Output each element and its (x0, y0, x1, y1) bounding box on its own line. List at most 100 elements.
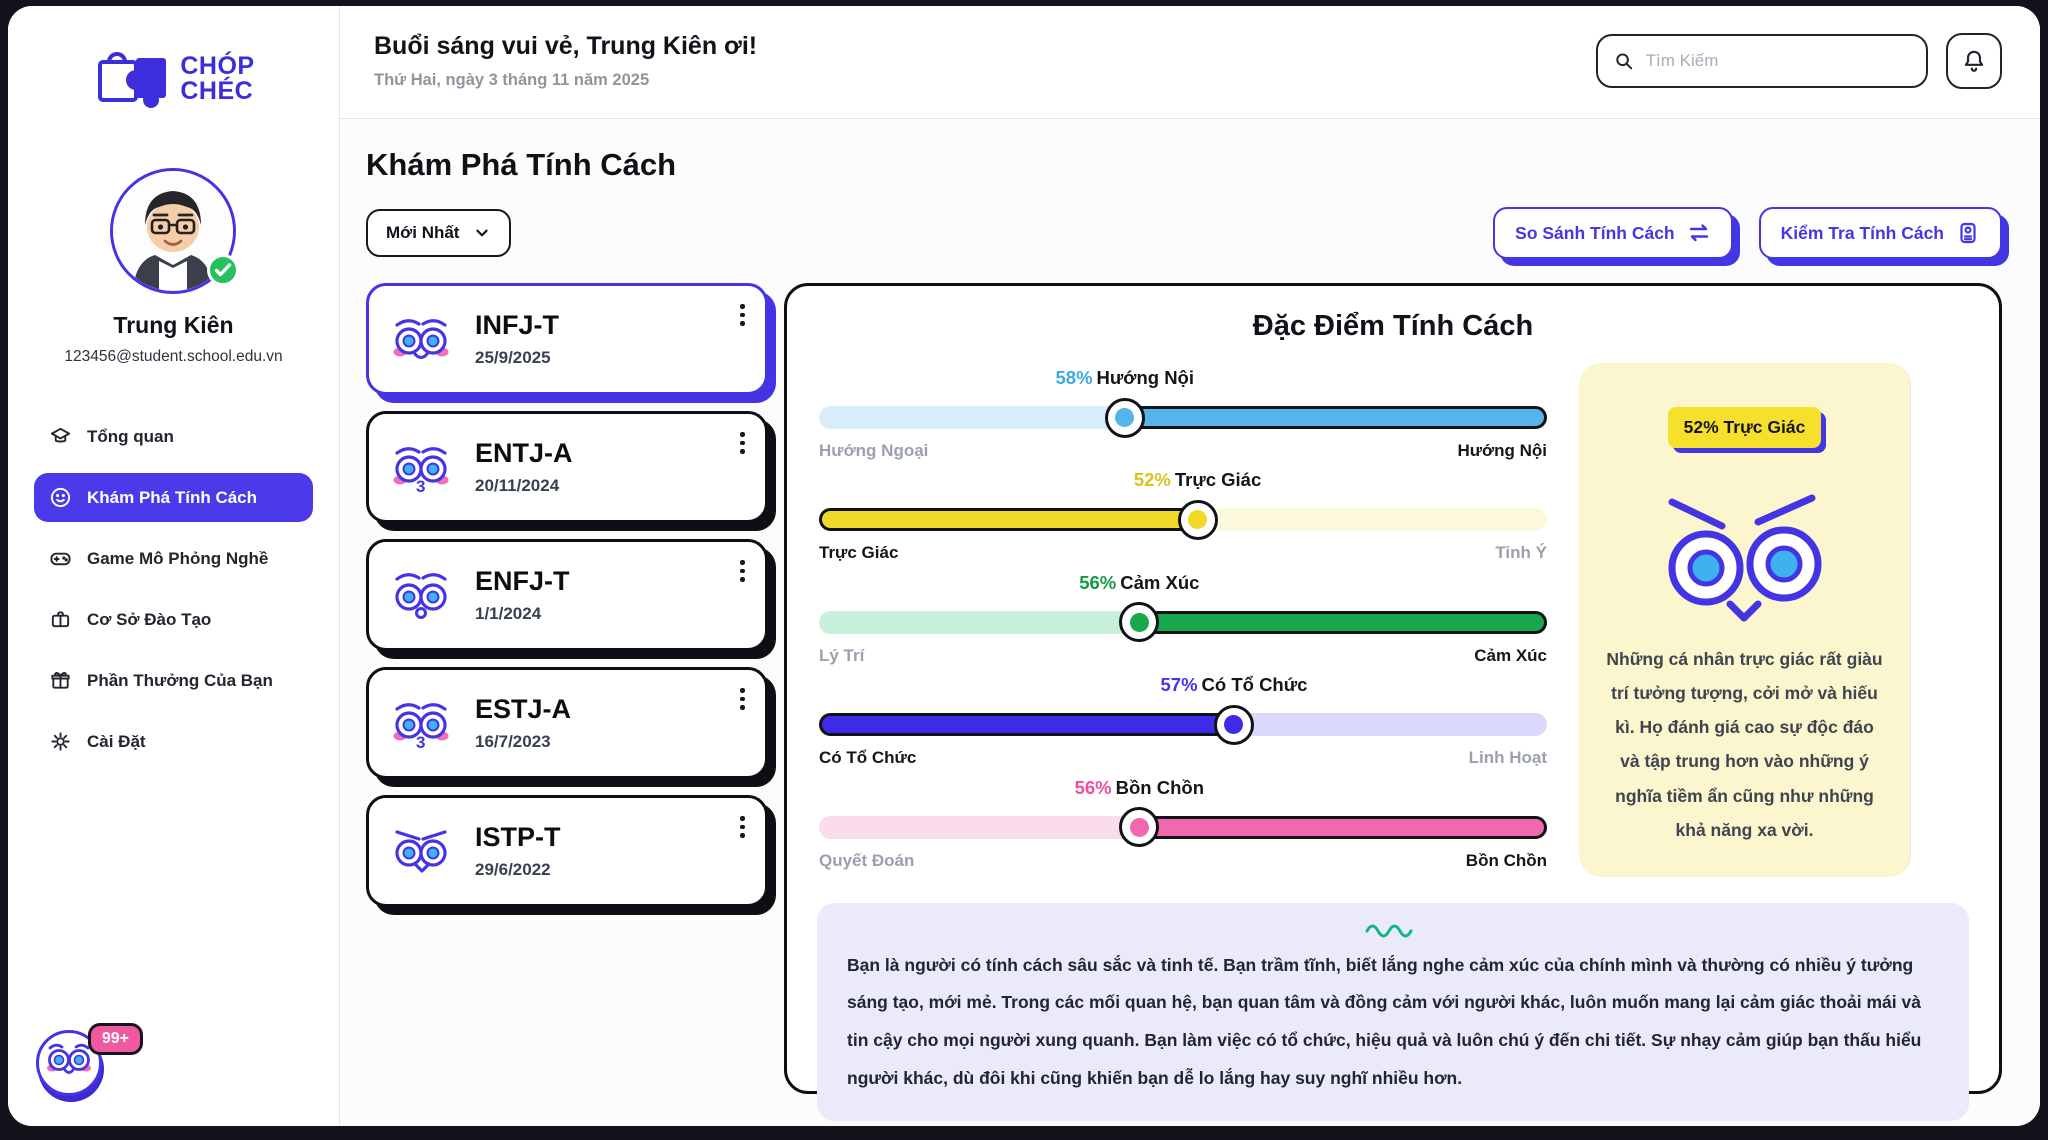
sidebar-item-label: Game Mô Phỏng Nghề (87, 548, 269, 568)
card-date: 16/7/2023 (475, 732, 551, 751)
personality-summary-box: Bạn là người có tính cách sâu sắc và tin… (817, 902, 1969, 1122)
personality-summary-text: Bạn là người có tính cách sâu sắc và tin… (847, 954, 1922, 1088)
sidebar-item-rewards[interactable]: Phần Thưởng Của Bạn (34, 656, 313, 705)
slider-track[interactable] (819, 499, 1547, 540)
search-input[interactable] (1645, 51, 1910, 71)
greeting: Buổi sáng vui vẻ, Trung Kiên ơi! (374, 32, 758, 60)
slider-track[interactable] (819, 397, 1547, 438)
smiley-icon (50, 487, 71, 508)
card-date: 20/11/2024 (475, 476, 560, 495)
sort-dropdown[interactable]: Mới Nhất (366, 209, 512, 257)
card-date: 25/9/2025 (475, 348, 551, 367)
test-card-icon (1960, 222, 1976, 244)
personality-card-infj[interactable]: INFJ-T 25/9/2025 (366, 283, 768, 395)
personality-card-enfj[interactable]: ENFJ-T 1/1/2024 (366, 539, 768, 651)
trait-percent: 56% (1074, 776, 1112, 798)
trait-name: Hướng Nội (1096, 367, 1194, 388)
trait-left-label: Lý Trí (819, 645, 865, 665)
trait-right-label: Cảm Xúc (1474, 645, 1547, 665)
slider-thumb[interactable] (1119, 602, 1160, 643)
trait-left-label: Trực Giác (819, 543, 899, 563)
trait-name: Cảm Xúc (1120, 571, 1200, 593)
sidebar-item-label: Tổng quan (87, 426, 174, 446)
user-email: 123456@student.school.edu.vn (64, 348, 283, 365)
notifications-button[interactable] (1946, 33, 2002, 89)
chevron-down-icon (476, 229, 489, 237)
card-title: ISTP-T (475, 822, 561, 852)
sidebar-item-personality[interactable]: Khám Phá Tính Cách (34, 473, 313, 522)
trait-left-label: Quyết Đoán (819, 850, 915, 870)
highlight-badge: 52% Trực Giác (1667, 407, 1822, 448)
card-title: INFJ-T (475, 310, 559, 340)
puzzle-logo-icon (98, 52, 167, 108)
card-menu-kebab-icon[interactable] (736, 684, 749, 714)
trait-name: Bồn Chồn (1115, 776, 1205, 798)
owl-face-icon: 3 (393, 703, 449, 751)
svg-text:3: 3 (416, 477, 425, 495)
app-window: CHÓP CHÉC (8, 6, 2040, 1126)
logo-text-line2: CHÉC (180, 77, 254, 105)
test-button-label: Kiểm Tra Tính Cách (1780, 222, 1944, 243)
trait-left-label: Có Tổ Chức (819, 748, 917, 768)
user-name: Trung Kiên (113, 312, 234, 338)
trait-slider-intuition: 52% Trực Giác Trực Giác Tinh Ý (819, 469, 1547, 563)
slider-track[interactable] (819, 807, 1547, 848)
highlight-description: Những cá nhân trực giác rất giàu trí tưở… (1606, 649, 1883, 840)
personality-card-estj[interactable]: 3 ESTJ-A 16/7/2023 (366, 667, 768, 779)
sidebar-item-label: Cài Đặt (87, 731, 146, 751)
trait-slider-turbulent: 56% Bồn Chồn Quyết Đoán Bồn Chồn (819, 777, 1547, 871)
slider-thumb[interactable] (1119, 807, 1160, 848)
slider-track[interactable] (819, 704, 1547, 745)
swap-arrows-icon (1689, 224, 1708, 242)
owl-face-icon (393, 319, 449, 360)
trait-right-label: Hướng Nội (1457, 441, 1547, 460)
gamepad-icon (50, 552, 71, 566)
bell-icon (1964, 50, 1984, 72)
card-date: 1/1/2024 (475, 604, 542, 623)
slider-thumb[interactable] (1104, 397, 1145, 438)
gift-icon (51, 671, 70, 689)
slider-thumb[interactable] (1213, 704, 1254, 745)
sidebar-item-settings[interactable]: Cài Đặt (34, 717, 313, 766)
search-box (1596, 34, 1928, 88)
sort-label: Mới Nhất (386, 223, 460, 242)
trait-name: Trực Giác (1174, 469, 1262, 491)
take-test-button[interactable]: Kiểm Tra Tính Cách (1758, 207, 2002, 259)
personality-card-entj[interactable]: 3 ENTJ-A 20/11/2024 (366, 411, 768, 523)
squiggle-icon (1365, 924, 1413, 938)
card-menu-kebab-icon[interactable] (736, 556, 749, 586)
user-profile: Trung Kiên 123456@student.school.edu.vn (64, 168, 283, 366)
compare-personality-button[interactable]: So Sánh Tính Cách (1493, 207, 1733, 259)
search-icon (1616, 53, 1633, 70)
trait-percent: 58% (1055, 367, 1093, 388)
sidebar-item-career-game[interactable]: Game Mô Phỏng Nghề (34, 534, 313, 583)
card-menu-kebab-icon[interactable] (736, 812, 749, 842)
sidebar-item-label: Cơ Sở Đào Tạo (87, 609, 212, 629)
trait-percent: 52% (1133, 469, 1171, 491)
personality-card-istp[interactable]: ISTP-T 29/6/2022 (366, 795, 768, 907)
trait-slider-feeling: 56% Cảm Xúc Lý Trí Cảm Xúc (819, 572, 1547, 666)
panel-title: Đặc Điểm Tính Cách (1252, 310, 1534, 342)
slider-track[interactable] (819, 602, 1547, 643)
app-logo: CHÓP CHÉC (92, 48, 254, 110)
header-date: Thứ Hai, ngày 3 tháng 11 năm 2025 (374, 71, 650, 89)
trait-slider-judging: 57% Có Tổ Chức Có Tổ Chức Linh Hoạt (819, 674, 1547, 768)
card-menu-kebab-icon[interactable] (736, 300, 749, 330)
card-date: 29/6/2022 (475, 860, 551, 879)
slider-thumb[interactable] (1177, 499, 1218, 540)
trait-left-label: Hướng Ngoại (819, 441, 929, 460)
notification-count-badge: 99+ (87, 1023, 143, 1055)
trait-percent: 57% (1160, 674, 1198, 696)
sidebar-item-overview[interactable]: Tổng quan (34, 412, 313, 461)
sidebar-item-label: Phần Thưởng Của Bạn (87, 670, 273, 690)
trait-name: Có Tổ Chức (1201, 674, 1308, 696)
personality-card-list: INFJ-T 25/9/2025 3 ENTJ-A (366, 283, 768, 1094)
mascot-owl[interactable]: 99+ (36, 1023, 143, 1096)
sidebar-item-training[interactable]: Cơ Sở Đào Tạo (34, 595, 313, 644)
page-title: Khám Phá Tính Cách (366, 147, 677, 182)
trait-detail-panel: Đặc Điểm Tính Cách 58% Hướng Nội Hướng Ng… (784, 283, 2002, 1122)
sidebar: CHÓP CHÉC (8, 6, 340, 1126)
card-menu-kebab-icon[interactable] (736, 428, 749, 458)
owl-face-icon: 3 (393, 447, 449, 495)
svg-text:3: 3 (416, 733, 425, 751)
